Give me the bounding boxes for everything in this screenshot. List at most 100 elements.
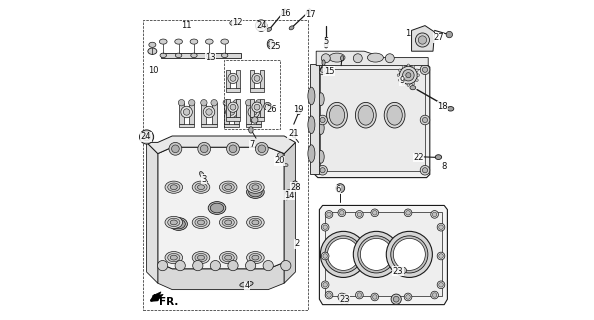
Circle shape <box>338 293 346 301</box>
Ellipse shape <box>435 155 442 160</box>
Text: 23: 23 <box>339 295 350 304</box>
Ellipse shape <box>410 85 416 90</box>
Circle shape <box>181 106 192 118</box>
Ellipse shape <box>387 105 402 125</box>
Circle shape <box>140 130 154 144</box>
Circle shape <box>361 238 393 270</box>
Ellipse shape <box>222 53 228 58</box>
Ellipse shape <box>252 220 259 225</box>
Text: 14: 14 <box>284 191 294 200</box>
Bar <box>234 103 239 124</box>
Ellipse shape <box>195 218 207 227</box>
Bar <box>236 99 240 117</box>
Circle shape <box>323 254 327 258</box>
Circle shape <box>169 142 182 155</box>
Circle shape <box>404 209 412 217</box>
Circle shape <box>386 54 394 63</box>
Ellipse shape <box>308 87 315 105</box>
Bar <box>260 99 264 117</box>
Circle shape <box>321 252 329 260</box>
Circle shape <box>397 74 400 76</box>
Ellipse shape <box>355 102 376 128</box>
Ellipse shape <box>175 39 182 44</box>
Text: 17: 17 <box>305 10 316 19</box>
Ellipse shape <box>318 93 324 106</box>
Circle shape <box>393 238 425 270</box>
Ellipse shape <box>197 185 204 189</box>
Bar <box>211 103 217 124</box>
Ellipse shape <box>197 255 204 260</box>
Ellipse shape <box>247 181 264 193</box>
Ellipse shape <box>267 28 271 31</box>
Circle shape <box>422 168 428 173</box>
Circle shape <box>264 102 271 110</box>
Circle shape <box>226 142 239 155</box>
Text: 2: 2 <box>295 239 299 248</box>
Polygon shape <box>147 136 295 154</box>
Circle shape <box>245 100 252 106</box>
Circle shape <box>323 225 327 229</box>
Ellipse shape <box>219 216 237 228</box>
Text: 12: 12 <box>232 18 243 27</box>
Circle shape <box>420 165 430 175</box>
Bar <box>250 70 254 88</box>
Circle shape <box>252 73 262 84</box>
Ellipse shape <box>289 26 294 30</box>
Text: 13: 13 <box>206 53 216 62</box>
Circle shape <box>415 33 429 47</box>
Circle shape <box>323 283 327 287</box>
Ellipse shape <box>249 218 261 227</box>
Ellipse shape <box>252 255 259 260</box>
Circle shape <box>406 73 411 78</box>
Circle shape <box>418 36 426 44</box>
Circle shape <box>391 236 428 273</box>
Ellipse shape <box>170 218 187 230</box>
Text: 21: 21 <box>288 129 298 138</box>
Ellipse shape <box>219 252 237 264</box>
Text: 25: 25 <box>270 42 280 51</box>
Ellipse shape <box>168 253 180 262</box>
Circle shape <box>325 236 362 273</box>
Ellipse shape <box>168 218 180 227</box>
Circle shape <box>233 100 240 106</box>
Ellipse shape <box>277 153 283 157</box>
Circle shape <box>192 260 203 271</box>
Circle shape <box>230 104 236 110</box>
Ellipse shape <box>197 220 204 225</box>
Ellipse shape <box>283 164 288 167</box>
Ellipse shape <box>222 218 234 227</box>
Circle shape <box>391 294 402 304</box>
Circle shape <box>206 109 212 115</box>
Text: 28: 28 <box>290 183 301 192</box>
Circle shape <box>320 231 366 277</box>
Text: 3: 3 <box>201 175 207 184</box>
Circle shape <box>175 260 185 271</box>
Circle shape <box>143 133 150 141</box>
Ellipse shape <box>225 185 232 189</box>
Ellipse shape <box>165 181 182 193</box>
Ellipse shape <box>318 122 324 134</box>
Circle shape <box>188 100 195 106</box>
Circle shape <box>402 83 405 85</box>
Ellipse shape <box>368 53 383 62</box>
Circle shape <box>254 76 260 81</box>
Circle shape <box>338 209 346 217</box>
Circle shape <box>325 291 333 299</box>
Circle shape <box>336 184 345 193</box>
Circle shape <box>172 145 179 153</box>
Text: 7: 7 <box>249 140 255 149</box>
Text: 11: 11 <box>181 21 192 30</box>
Bar <box>246 103 251 124</box>
Bar <box>201 103 207 124</box>
Ellipse shape <box>159 39 167 44</box>
Circle shape <box>437 223 445 231</box>
Ellipse shape <box>221 39 229 44</box>
Circle shape <box>431 211 438 218</box>
Ellipse shape <box>318 150 324 163</box>
Circle shape <box>325 211 333 218</box>
Circle shape <box>371 293 378 301</box>
Circle shape <box>353 231 399 277</box>
Circle shape <box>372 295 377 299</box>
Bar <box>189 103 194 124</box>
Circle shape <box>229 145 237 153</box>
